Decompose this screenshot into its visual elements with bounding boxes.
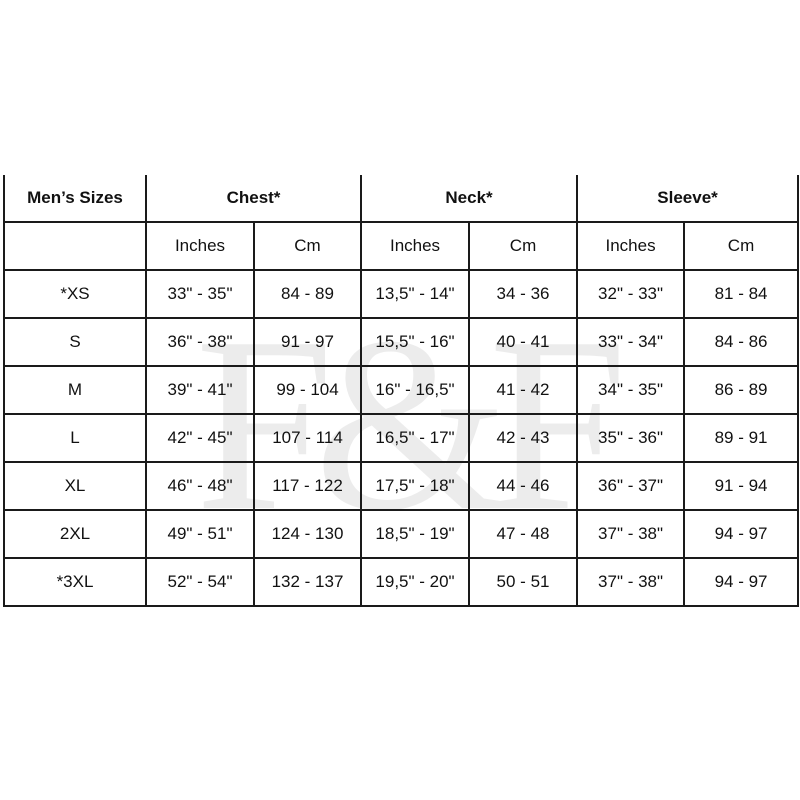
measurement-cell: 94 - 97 [683,509,800,559]
measurement-cell: 39" - 41" [145,365,255,415]
measurement-cell: 34 - 36 [468,269,579,319]
subheader-row: Inches Cm Inches Cm Inches Cm [3,221,800,271]
measurement-cell: 44 - 46 [468,461,579,511]
size-label: *XS [3,269,147,319]
header-sleeve: Sleeve* [576,175,800,223]
measurement-cell: 52" - 54" [145,557,255,607]
measurement-cell: 89 - 91 [683,413,800,463]
measurement-cell: 16,5" - 17" [360,413,471,463]
measurement-cell: 132 - 137 [252,557,363,607]
header-chest: Chest* [144,175,363,223]
measurement-cell: 117 - 122 [252,461,363,511]
measurement-cell: 32" - 33" [576,269,686,319]
measurement-cell: 13,5" - 14" [360,269,471,319]
measurement-cell: 19,5" - 20" [360,557,471,607]
table-row: *3XL 52" - 54" 132 - 137 19,5" - 20" 50 - 51… [3,557,800,607]
measurement-cell: 47 - 48 [468,509,579,559]
measurement-cell: 41 - 42 [468,365,579,415]
measurement-cell: 46" - 48" [145,461,255,511]
measurement-cell: 42 - 43 [468,413,579,463]
table-row: M 39" - 41" 99 - 104 16" - 16,5" 41 - 42 34" … [3,365,800,415]
measurement-cell: 50 - 51 [468,557,579,607]
table-row: *XS 33" - 35" 84 - 89 13,5" - 14" 34 - 36 32"… [3,269,800,319]
table-row: S 36" - 38" 91 - 97 15,5" - 16" 40 - 41 33" -… [3,317,800,367]
measurement-cell: 37" - 38" [576,509,686,559]
measurement-cell: 36" - 38" [145,317,255,367]
subheader-unit: Inches [576,221,686,271]
table-row: L 42" - 45" 107 - 114 16,5" - 17" 42 - 43 35"… [3,413,800,463]
measurement-cell: 15,5" - 16" [360,317,471,367]
subheader-unit: Cm [468,221,579,271]
subheader-unit: Cm [252,221,363,271]
measurement-cell: 33" - 35" [145,269,255,319]
measurement-cell: 49" - 51" [145,509,255,559]
measurement-cell: 34" - 35" [576,365,686,415]
measurement-cell: 16" - 16,5" [360,365,471,415]
subheader-unit: Inches [360,221,471,271]
measurement-cell: 91 - 94 [683,461,800,511]
measurement-cell: 40 - 41 [468,317,579,367]
subheader-empty [3,221,147,271]
header-row: Men’s Sizes Chest* Neck* Sleeve* [3,175,800,223]
measurement-cell: 91 - 97 [252,317,363,367]
measurement-cell: 84 - 86 [683,317,800,367]
measurement-cell: 86 - 89 [683,365,800,415]
measurement-cell: 107 - 114 [252,413,363,463]
measurement-cell: 84 - 89 [252,269,363,319]
measurement-cell: 35" - 36" [576,413,686,463]
size-label: XL [3,461,147,511]
measurement-cell: 17,5" - 18" [360,461,471,511]
size-label: M [3,365,147,415]
size-chart-table: Men’s Sizes Chest* Neck* Sleeve* Inches … [3,175,800,607]
measurement-cell: 42" - 45" [145,413,255,463]
table-row: XL 46" - 48" 117 - 122 17,5" - 18" 44 - 46 36… [3,461,800,511]
subheader-unit: Inches [145,221,255,271]
header-neck: Neck* [360,175,579,223]
size-label: *3XL [3,557,147,607]
measurement-cell: 94 - 97 [683,557,800,607]
size-label: L [3,413,147,463]
measurement-cell: 81 - 84 [683,269,800,319]
measurement-cell: 124 - 130 [252,509,363,559]
measurement-cell: 37" - 38" [576,557,686,607]
subheader-unit: Cm [683,221,800,271]
table-row: 2XL 49" - 51" 124 - 130 18,5" - 19" 47 - 48 3… [3,509,800,559]
size-label: 2XL [3,509,147,559]
measurement-cell: 18,5" - 19" [360,509,471,559]
size-label: S [3,317,147,367]
measurement-cell: 33" - 34" [576,317,686,367]
measurement-cell: 99 - 104 [252,365,363,415]
measurement-cell: 36" - 37" [576,461,686,511]
header-sizes: Men’s Sizes [3,175,147,223]
